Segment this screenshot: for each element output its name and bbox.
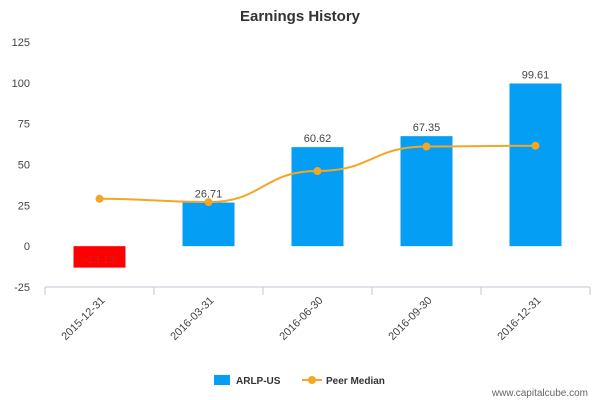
bar[interactable] xyxy=(509,83,562,247)
y-tick-label: 125 xyxy=(12,37,30,49)
footer-credit[interactable]: www.capitalcube.com xyxy=(491,388,588,399)
x-tick-label: 2016-12-31 xyxy=(495,295,543,343)
legend-label-peer-median[interactable]: Peer Median xyxy=(326,376,385,387)
peer-median-point[interactable] xyxy=(422,142,431,151)
y-tick-label: -25 xyxy=(14,282,30,294)
bar[interactable] xyxy=(400,136,453,247)
bar-data-label: 67.35 xyxy=(413,122,441,134)
legend[interactable]: ARLP-US Peer Median xyxy=(214,375,385,387)
peer-median-series xyxy=(95,141,540,207)
legend-swatch-peer-median-marker xyxy=(308,376,316,384)
legend-swatch-arlp xyxy=(214,375,230,385)
peer-median-point[interactable] xyxy=(313,167,322,176)
peer-median-point[interactable] xyxy=(531,141,540,150)
bar-data-label: 99.61 xyxy=(522,69,550,81)
y-tick-label: 75 xyxy=(18,119,30,131)
peer-median-point[interactable] xyxy=(95,194,104,203)
bar-data-labels: -13.13 26.71 60.62 67.35 99.61 xyxy=(84,69,549,266)
x-tick-label: 2016-09-30 xyxy=(386,295,434,343)
bar-data-label: -13.13 xyxy=(84,254,115,266)
y-tick-label: 25 xyxy=(18,200,30,212)
y-axis: -25 0 25 50 75 100 125 xyxy=(12,37,30,294)
x-tick-label: 2016-03-31 xyxy=(168,295,216,343)
bar-data-label: 26.71 xyxy=(195,189,223,201)
peer-median-point[interactable] xyxy=(204,198,213,207)
bar[interactable] xyxy=(291,147,344,247)
chart-title: Earnings History xyxy=(240,8,361,25)
y-tick-label: 50 xyxy=(18,160,30,172)
bar-series xyxy=(73,83,562,268)
x-tick-label: 2016-06-30 xyxy=(277,295,325,343)
bar[interactable] xyxy=(182,202,235,247)
x-tick-label: 2015-12-31 xyxy=(59,295,107,343)
bar[interactable] xyxy=(73,246,126,268)
y-tick-label: 0 xyxy=(24,241,30,253)
y-tick-label: 100 xyxy=(12,78,30,90)
x-axis: 2015-12-31 2016-03-31 2016-06-30 2016-09-30… xyxy=(44,286,591,343)
legend-label-arlp[interactable]: ARLP-US xyxy=(236,376,281,387)
bar-data-label: 60.62 xyxy=(304,133,332,145)
